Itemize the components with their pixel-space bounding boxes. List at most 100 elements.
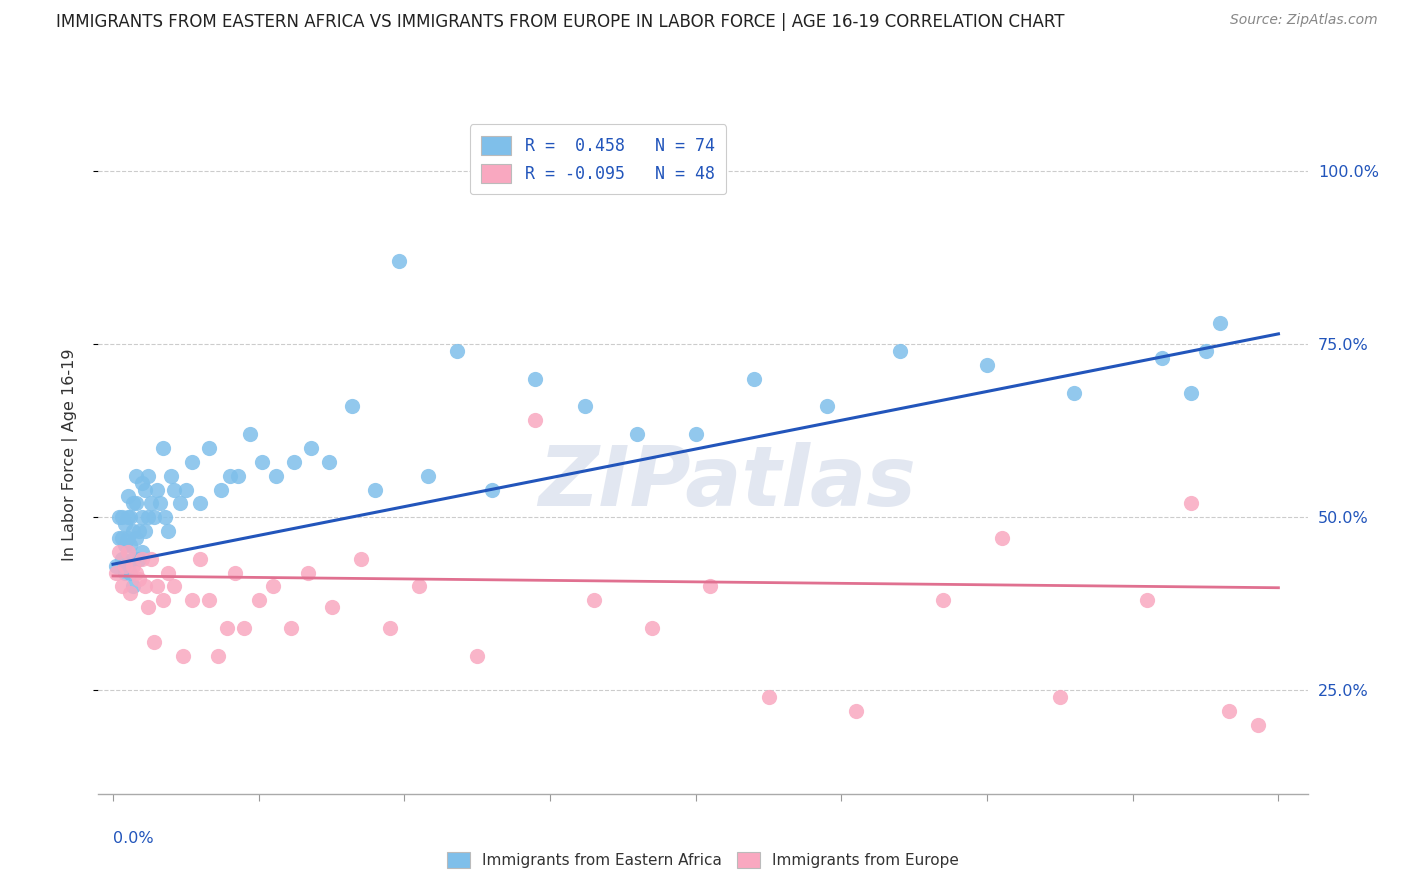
Point bbox=[131, 510, 153, 524]
Point bbox=[233, 621, 256, 635]
Point bbox=[122, 579, 145, 593]
Point bbox=[172, 648, 194, 663]
Point bbox=[283, 455, 305, 469]
Point bbox=[190, 551, 212, 566]
Point bbox=[163, 579, 186, 593]
Point bbox=[157, 524, 180, 538]
Point bbox=[247, 593, 270, 607]
Point bbox=[125, 468, 148, 483]
Point bbox=[976, 358, 998, 372]
Point bbox=[250, 455, 273, 469]
Text: IMMIGRANTS FROM EASTERN AFRICA VS IMMIGRANTS FROM EUROPE IN LABOR FORCE | AGE 16: IMMIGRANTS FROM EASTERN AFRICA VS IMMIGR… bbox=[56, 13, 1064, 31]
Point bbox=[641, 621, 664, 635]
Point bbox=[142, 510, 165, 524]
Point bbox=[120, 566, 142, 580]
Point bbox=[134, 524, 156, 538]
Point bbox=[108, 545, 131, 559]
Point bbox=[157, 566, 180, 580]
Point bbox=[378, 621, 401, 635]
Point bbox=[1136, 593, 1159, 607]
Point bbox=[932, 593, 955, 607]
Legend: Immigrants from Eastern Africa, Immigrants from Europe: Immigrants from Eastern Africa, Immigran… bbox=[440, 847, 966, 874]
Point bbox=[111, 510, 134, 524]
Point bbox=[142, 634, 165, 648]
Point bbox=[446, 344, 468, 359]
Text: 0.0%: 0.0% bbox=[112, 831, 153, 847]
Point bbox=[136, 600, 159, 615]
Point bbox=[108, 531, 131, 545]
Point bbox=[364, 483, 387, 497]
Point bbox=[131, 551, 153, 566]
Point bbox=[120, 538, 142, 552]
Point bbox=[111, 531, 134, 545]
Point bbox=[145, 579, 167, 593]
Point bbox=[152, 593, 174, 607]
Point bbox=[114, 558, 136, 573]
Point bbox=[117, 510, 139, 524]
Point bbox=[134, 579, 156, 593]
Point bbox=[120, 510, 142, 524]
Point bbox=[209, 483, 232, 497]
Point bbox=[990, 531, 1012, 545]
Point bbox=[122, 524, 145, 538]
Point bbox=[699, 579, 721, 593]
Point bbox=[239, 427, 262, 442]
Point bbox=[524, 372, 547, 386]
Point bbox=[155, 510, 177, 524]
Point bbox=[122, 558, 145, 573]
Point bbox=[125, 566, 148, 580]
Point bbox=[582, 593, 605, 607]
Point bbox=[131, 475, 153, 490]
Point bbox=[117, 531, 139, 545]
Point bbox=[299, 441, 322, 455]
Point bbox=[125, 496, 148, 510]
Point bbox=[742, 372, 765, 386]
Point bbox=[1218, 704, 1240, 718]
Point bbox=[136, 468, 159, 483]
Point bbox=[408, 579, 430, 593]
Point bbox=[122, 551, 145, 566]
Point bbox=[136, 510, 159, 524]
Point bbox=[297, 566, 319, 580]
Point bbox=[758, 690, 780, 704]
Point bbox=[128, 551, 150, 566]
Point bbox=[198, 441, 221, 455]
Point bbox=[104, 566, 127, 580]
Point bbox=[280, 621, 302, 635]
Point bbox=[1194, 344, 1216, 359]
Point bbox=[815, 400, 838, 414]
Point bbox=[117, 545, 139, 559]
Point bbox=[215, 621, 238, 635]
Point bbox=[111, 551, 134, 566]
Point bbox=[889, 344, 911, 359]
Point bbox=[1247, 717, 1270, 731]
Point bbox=[685, 427, 707, 442]
Text: ZIPatlas: ZIPatlas bbox=[538, 442, 917, 523]
Point bbox=[114, 517, 136, 532]
Point bbox=[108, 510, 131, 524]
Point bbox=[226, 468, 249, 483]
Point bbox=[416, 468, 439, 483]
Point bbox=[128, 524, 150, 538]
Point bbox=[1063, 385, 1085, 400]
Point bbox=[1180, 385, 1202, 400]
Point bbox=[174, 483, 197, 497]
Point bbox=[117, 490, 139, 504]
Point bbox=[350, 551, 373, 566]
Point bbox=[626, 427, 648, 442]
Point bbox=[139, 551, 162, 566]
Point bbox=[321, 600, 343, 615]
Point bbox=[139, 496, 162, 510]
Point bbox=[1209, 317, 1232, 331]
Point bbox=[111, 579, 134, 593]
Point bbox=[1150, 351, 1173, 365]
Point bbox=[574, 400, 596, 414]
Point bbox=[169, 496, 191, 510]
Text: Source: ZipAtlas.com: Source: ZipAtlas.com bbox=[1230, 13, 1378, 28]
Point bbox=[114, 566, 136, 580]
Point bbox=[1180, 496, 1202, 510]
Point bbox=[131, 545, 153, 559]
Point bbox=[190, 496, 212, 510]
Y-axis label: In Labor Force | Age 16-19: In Labor Force | Age 16-19 bbox=[62, 349, 77, 561]
Point bbox=[122, 496, 145, 510]
